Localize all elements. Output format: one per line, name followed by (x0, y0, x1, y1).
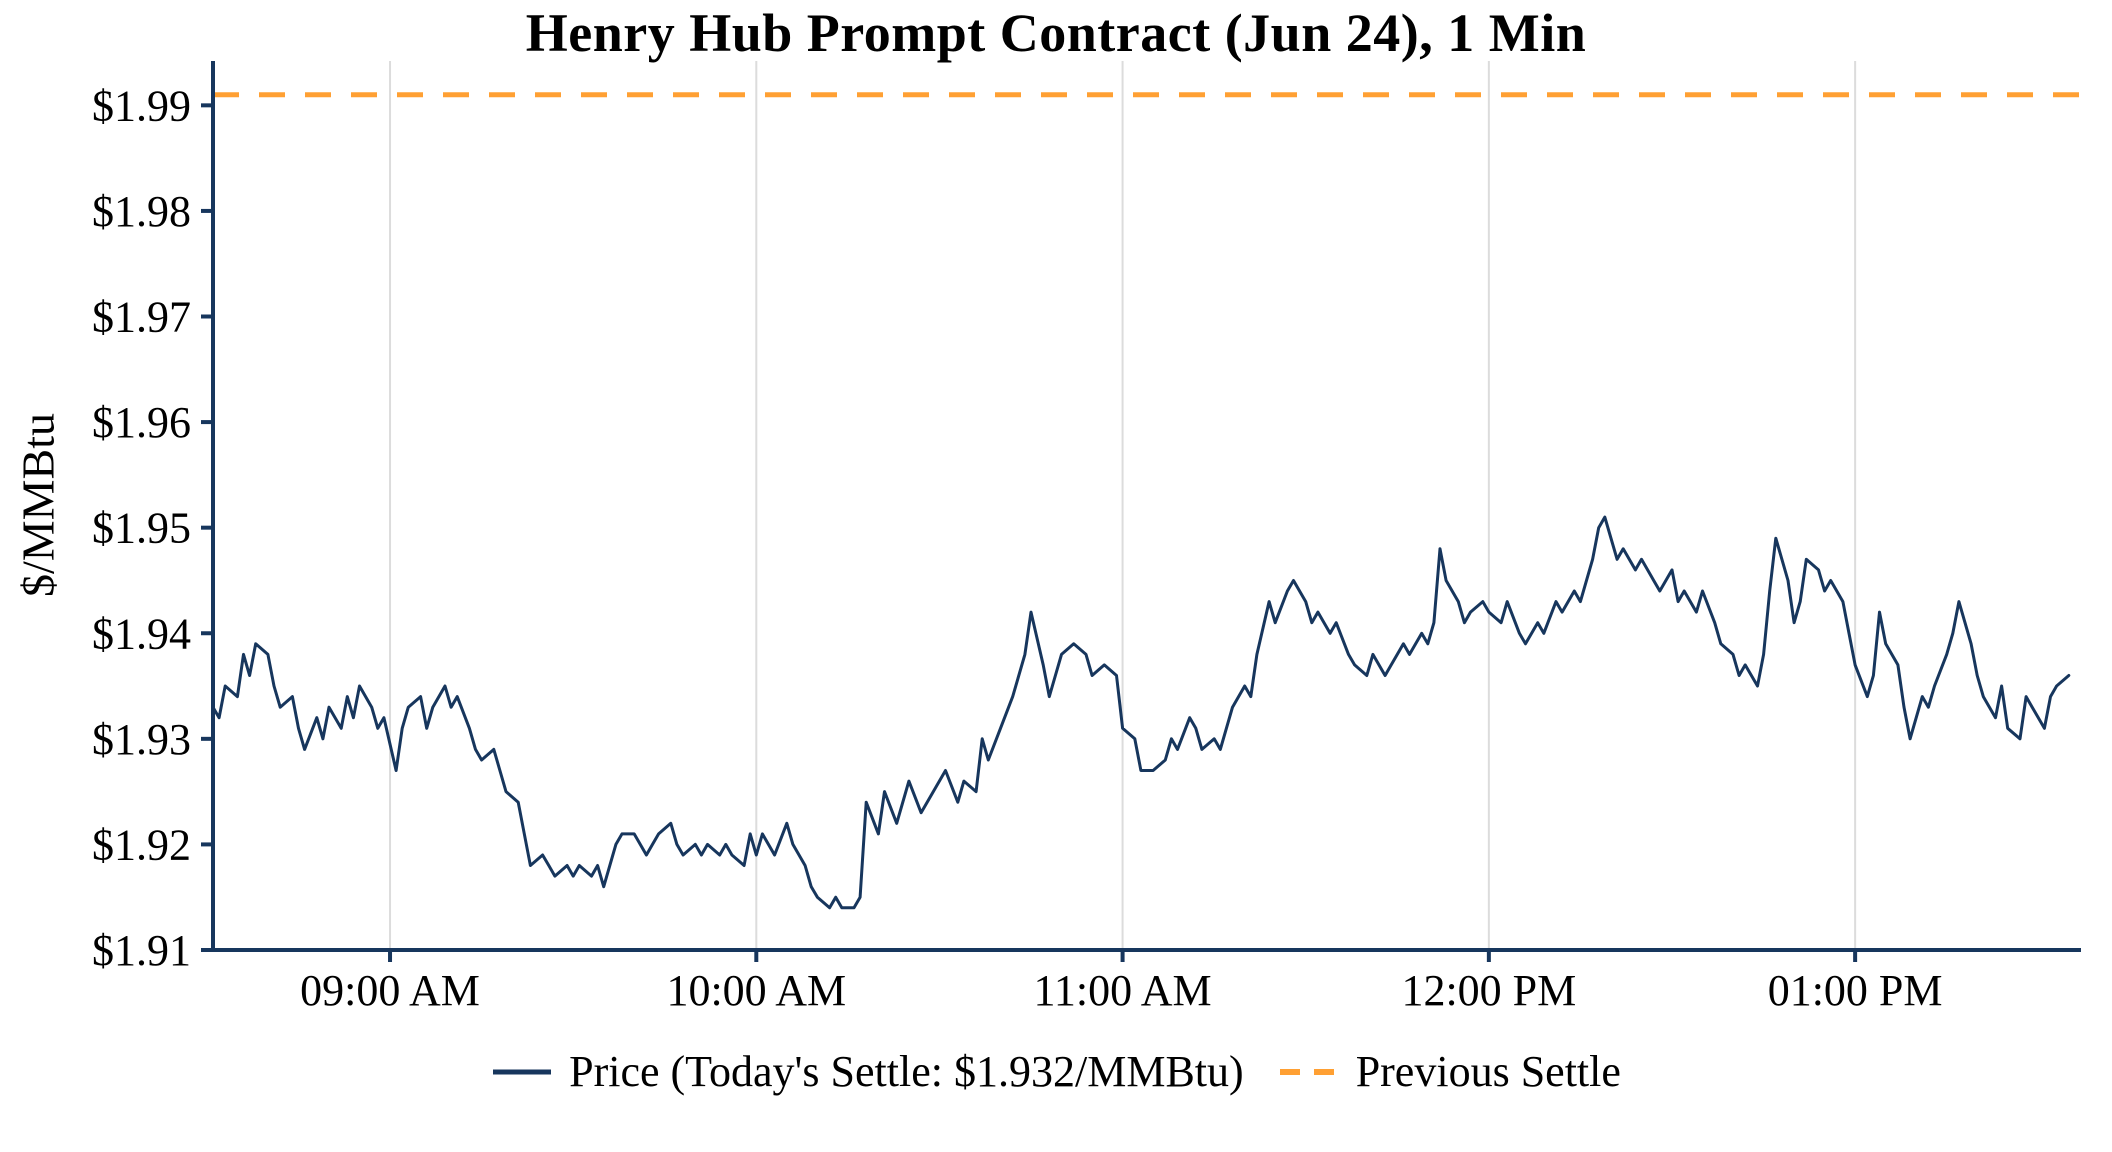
legend-item-previous-settle: Previous Settle (1278, 1046, 1621, 1097)
y-tick-label: $1.91 (92, 926, 191, 975)
legend-item-price: Price (Today's Settle: $1.932/MMBtu) (491, 1046, 1244, 1097)
price-legend-label: Price (Today's Settle: $1.932/MMBtu) (569, 1047, 1244, 1096)
y-tick-label: $1.98 (92, 187, 191, 236)
price-line (211, 515, 2071, 910)
y-tick-label: $1.96 (92, 398, 191, 447)
y-tick-label: $1.94 (92, 609, 191, 658)
y-tick-label: $1.99 (92, 81, 191, 130)
price-line-swatch-icon (493, 1069, 552, 1074)
settle-line-swatch-icon (1279, 1068, 1338, 1075)
y-tick-label: $1.95 (92, 504, 191, 553)
x-tick-label: 10:00 AM (666, 966, 846, 1015)
settle-legend-label: Previous Settle (1355, 1047, 1621, 1096)
x-tick-label: 01:00 PM (1768, 966, 1943, 1015)
x-tick-label: 12:00 PM (1401, 966, 1576, 1015)
x-tick-label: 11:00 AM (1034, 966, 1212, 1015)
x-tick-label: 09:00 AM (300, 966, 480, 1015)
chart-legend: Price (Today's Settle: $1.932/MMBtu) Pre… (0, 1046, 2112, 1097)
y-tick-label: $1.97 (92, 293, 191, 342)
y-tick-label: $1.93 (92, 715, 191, 764)
y-tick-label: $1.92 (92, 820, 191, 869)
chart-title: Henry Hub Prompt Contract (Jun 24), 1 Mi… (525, 3, 1587, 63)
